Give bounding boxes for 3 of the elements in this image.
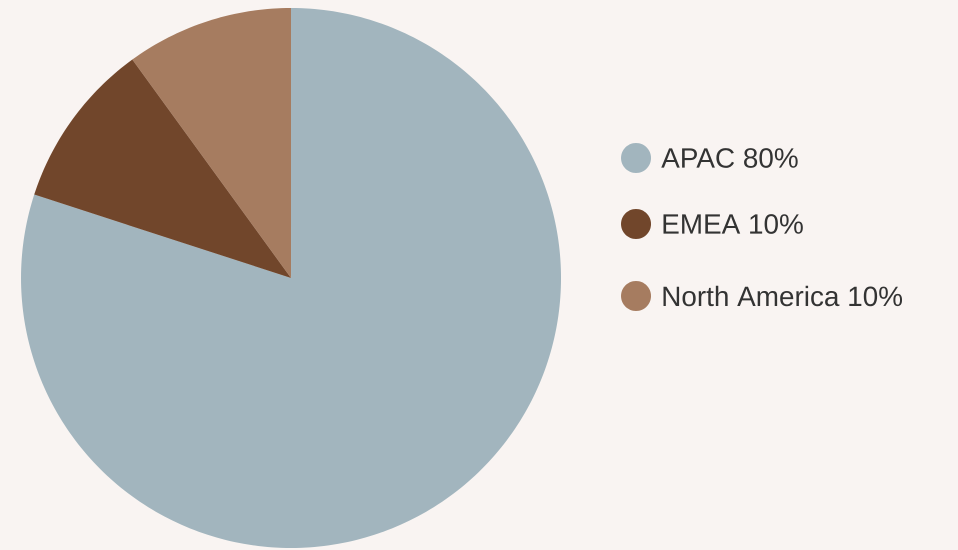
legend-label: APAC 80% [661, 148, 798, 168]
legend-label: EMEA 10% [663, 214, 803, 234]
legend-label: North America 10% [663, 286, 902, 306]
